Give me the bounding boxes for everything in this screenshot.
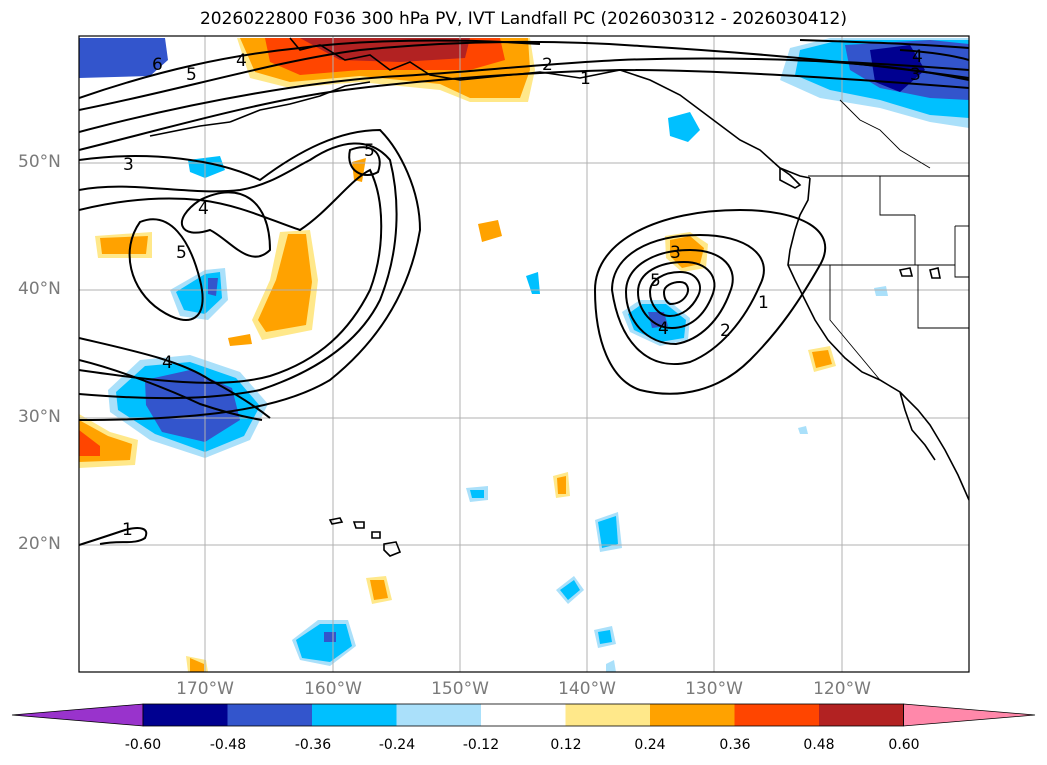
colorbar-extend-max [903, 703, 1036, 727]
colorbar-extend-min [11, 703, 144, 727]
pv-anomaly-negative [188, 156, 225, 178]
lon-label-170w: 170°W [176, 679, 234, 699]
lon-label-120w: 120°W [813, 679, 871, 699]
contour-label: 5 [176, 243, 187, 263]
plot-frame [78, 35, 970, 673]
coastlines [149, 37, 969, 557]
pv-anomaly-negative [470, 490, 484, 498]
colorbar-tick: -0.24 [378, 737, 416, 753]
pv-anomaly-positive [478, 220, 502, 242]
lon-label-160w: 160°W [304, 679, 362, 699]
contour-label: 1 [758, 293, 769, 313]
contour-label: 3 [910, 65, 921, 85]
pv-anomaly-negative [296, 624, 352, 662]
lon-label-130w: 130°W [685, 679, 743, 699]
pv-anomaly-positive [100, 236, 148, 254]
pv-anomaly-negative [648, 312, 668, 328]
lat-label-20n: 20°N [18, 534, 61, 554]
contour-label: 4 [162, 353, 173, 373]
pv-anomaly-negative [324, 632, 336, 642]
graticule [79, 36, 969, 672]
contour-label: 6 [152, 55, 163, 75]
colorbar-tick: -0.60 [124, 737, 162, 753]
pv-anomaly-positive [79, 430, 100, 456]
pv-anomaly-negative [598, 630, 612, 644]
contour-label: 5 [650, 271, 661, 291]
colorbar-swatch [819, 704, 904, 726]
contour-label: 2 [542, 55, 553, 75]
colorbar-tick: 0.24 [634, 737, 666, 753]
colorbar-tick: -0.48 [209, 737, 247, 753]
colorbar-tick: 0.60 [888, 737, 920, 753]
pv-anomaly-positive [228, 334, 252, 346]
colorbar-tick: 0.48 [803, 737, 835, 753]
colorbar-swatch [227, 704, 313, 726]
colorbar-swatch [312, 704, 397, 726]
pv-shading-layer [79, 38, 969, 672]
contour-label: 4 [236, 51, 247, 71]
contour-label: 3 [123, 155, 134, 175]
pv-anomaly-negative [668, 112, 700, 142]
contour-label: 1 [122, 520, 133, 540]
colorbar-tick: -0.36 [294, 737, 332, 753]
contour-label: 4 [658, 319, 669, 339]
colorbar-frame [142, 703, 904, 727]
pv-anomaly-positive [370, 580, 388, 600]
lat-label-40n: 40°N [18, 279, 61, 299]
pv-anomaly-positive [557, 476, 566, 494]
map-title: 2026022800 F036 300 hPa PV, IVT Landfall… [199, 9, 847, 29]
colorbar-tick: 0.36 [719, 737, 751, 753]
contour-label: 5 [186, 65, 197, 85]
colorbar-swatch [143, 704, 228, 726]
pv-anomaly-positive [190, 658, 204, 672]
colorbar-tick: -0.12 [462, 737, 500, 753]
contour-label: 2 [720, 321, 731, 341]
pv-anomaly-negative [208, 278, 218, 296]
colorbar-swatch [396, 704, 482, 726]
colorbar-swatch [565, 704, 651, 726]
contour-label: 4 [198, 199, 209, 219]
pv-anomaly-positive [812, 350, 832, 368]
lat-label-50n: 50°N [18, 152, 61, 172]
political-borders [788, 99, 969, 381]
pv-anomaly-negative [874, 286, 888, 296]
pv-anomaly-positive [670, 236, 704, 268]
pv-anomaly-negative [79, 38, 168, 78]
contour-label: 4 [912, 47, 923, 67]
lon-label-140w: 140°W [558, 679, 616, 699]
colorbar [11, 703, 1036, 727]
pv-anomaly-negative [598, 516, 618, 548]
lon-label-150w: 150°W [431, 679, 489, 699]
pv-anomaly-negative [526, 272, 540, 294]
pv-anomaly-positive [258, 234, 312, 332]
contour-label: 5 [364, 141, 375, 161]
colorbar-swatch [650, 704, 735, 726]
pv-anomaly-negative [145, 370, 240, 442]
contour-label-group: 6 5 4 2 1 4 3 5 3 4 5 4 3 5 4 2 1 1 [122, 47, 923, 540]
colorbar-tick: 0.12 [550, 737, 582, 753]
contour-label: 1 [580, 69, 591, 89]
pv-anomaly-negative [560, 580, 580, 600]
pv-anomaly-negative [798, 426, 808, 434]
contour-label: 3 [670, 243, 681, 263]
pv-anomaly-negative [606, 660, 616, 672]
ivt-contours [79, 39, 969, 546]
colorbar-swatch [481, 704, 566, 726]
lat-label-30n: 30°N [18, 407, 61, 427]
colorbar-swatch [734, 704, 820, 726]
